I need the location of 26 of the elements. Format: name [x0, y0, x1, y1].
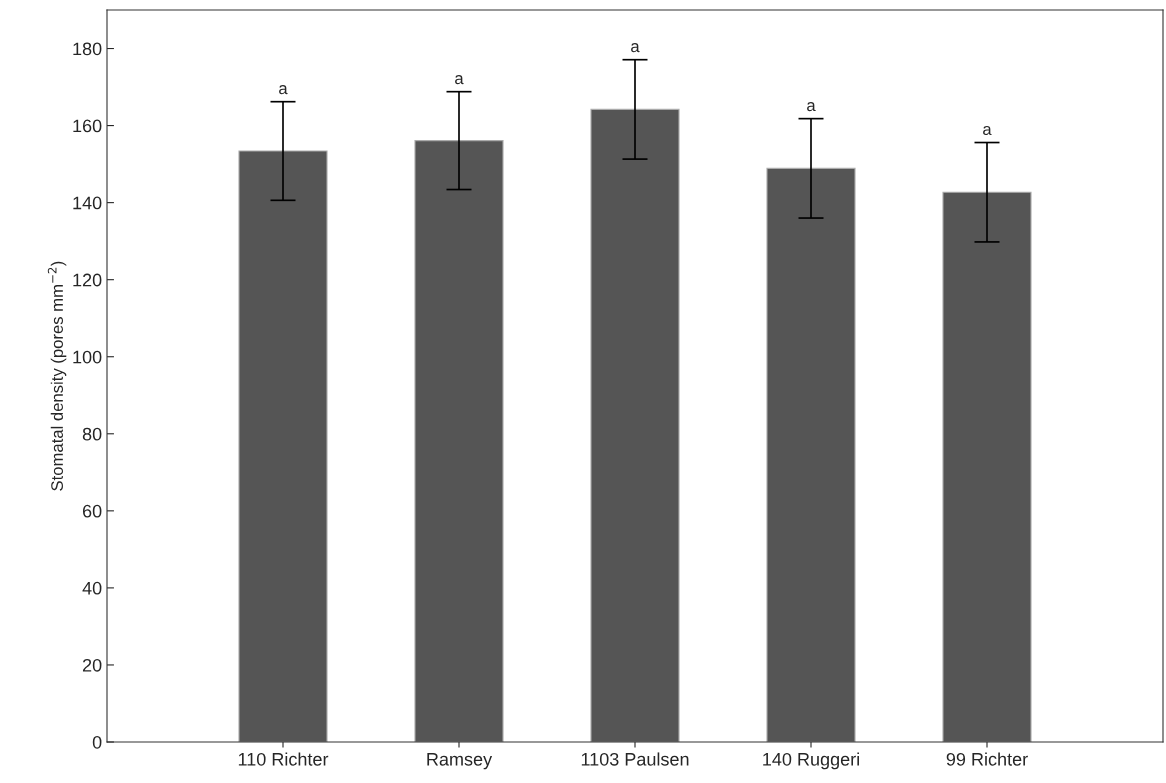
annotation: a: [455, 75, 464, 85]
bar: [766, 167, 856, 742]
annotation: a: [807, 102, 816, 112]
y-axis-title: Stomatal density (pores mm$^{−2}$): [47, 261, 67, 491]
bar: [942, 191, 1032, 742]
annotation: a: [983, 125, 992, 136]
y-tick-label: 80: [82, 427, 102, 441]
y-tick-label: 0: [92, 735, 102, 749]
y-tick-label: 40: [82, 581, 102, 595]
y-tick-label: 100: [73, 350, 102, 364]
x-tick-label: Ramsey: [427, 753, 493, 770]
y-tick-label: 140: [73, 196, 102, 210]
y-tick-label: 60: [82, 504, 102, 518]
x-tick-label: 110 Richter: [238, 752, 329, 766]
bar: [414, 140, 504, 742]
y-tick-label: 20: [82, 658, 102, 672]
y-tick-label: 160: [73, 119, 102, 133]
bar: [590, 108, 680, 742]
x-tick-label: 1103 Paulsen: [581, 752, 689, 766]
annotation: a: [279, 85, 288, 95]
x-tick-label: 99 Richter: [946, 752, 1028, 766]
y-tick-label: 120: [73, 273, 102, 287]
x-tick-label: 140 Ruggeri: [763, 752, 859, 770]
annotation: a: [631, 43, 640, 53]
bar: [238, 150, 328, 742]
y-tick-label: 180: [73, 42, 102, 56]
